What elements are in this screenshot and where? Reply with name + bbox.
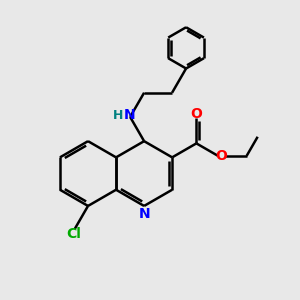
Text: Cl: Cl <box>66 227 81 241</box>
Text: N: N <box>138 207 150 221</box>
Text: N: N <box>124 108 135 122</box>
Text: O: O <box>190 107 202 121</box>
Text: H: H <box>113 109 124 122</box>
Text: O: O <box>216 149 227 163</box>
